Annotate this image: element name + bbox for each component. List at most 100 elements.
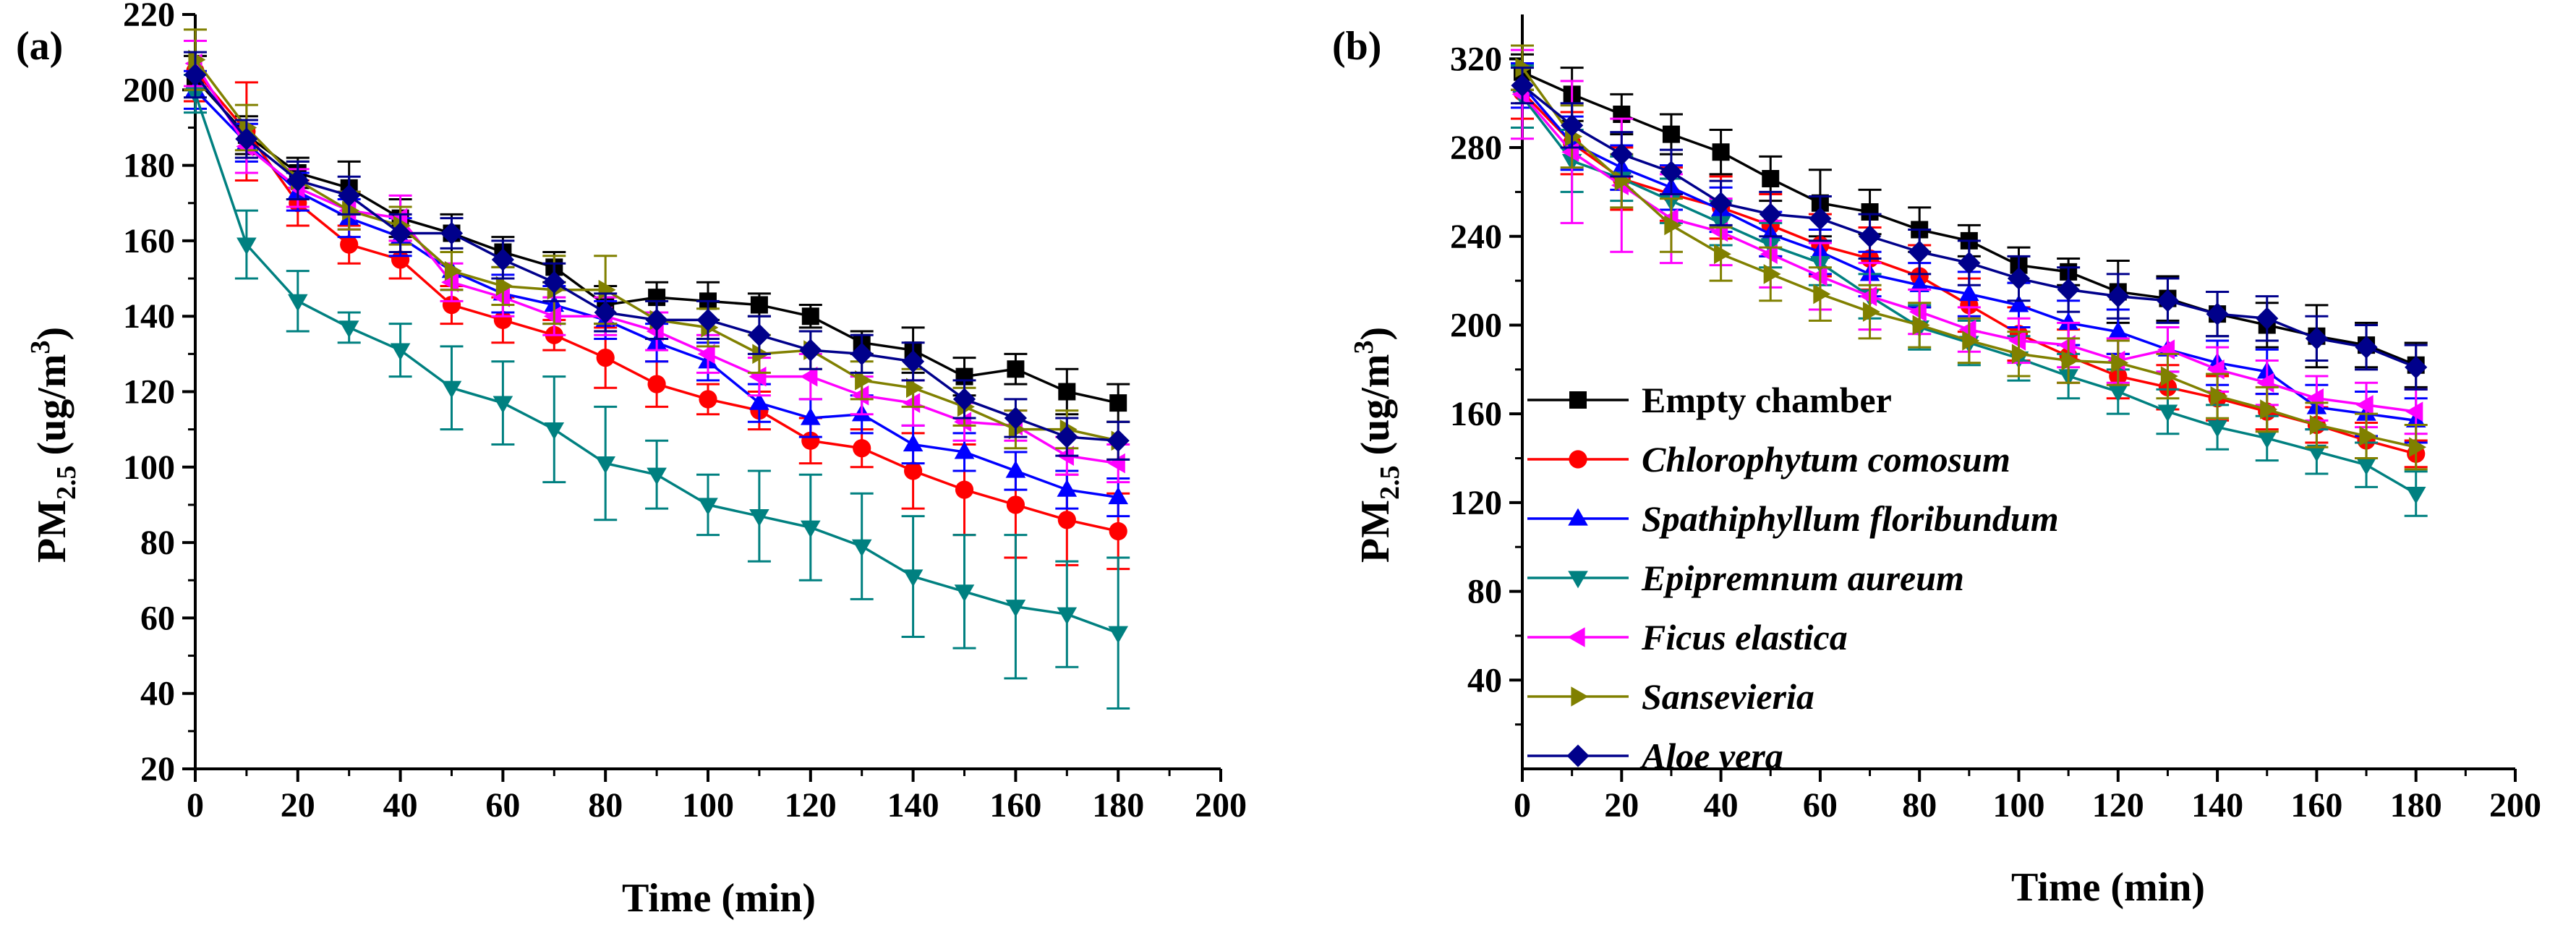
panel-b-legend-label: Epipremnum aureum	[1641, 558, 1964, 598]
panel-b-data-point	[2409, 437, 2427, 457]
panel-a-data-point	[906, 378, 924, 399]
panel-b-x-tick-label: 60	[1803, 786, 1838, 825]
panel-a-data-point	[1006, 495, 1025, 514]
panel-a-data-point	[1005, 460, 1026, 478]
panel-a-x-tick-label: 180	[1092, 786, 1144, 825]
panel-b-data-point	[2111, 352, 2129, 373]
panel-b-label: (b)	[1332, 24, 1381, 69]
panel-a-data-point	[748, 323, 771, 346]
panel-a-x-tick-label: 120	[785, 786, 837, 825]
panel-b-legend-entry: Epipremnum aureum	[1527, 558, 1964, 598]
panel-b-data-point	[2355, 336, 2378, 359]
panel-b-data-point	[1762, 170, 1780, 188]
panel-a-data-point	[853, 439, 871, 458]
panel-b-y-tick-label: 160	[1450, 395, 1502, 433]
panel-b-data-point	[2256, 431, 2277, 449]
panel-b-plot-area: 0 20 40 60 80 100 120 140 160 180 200 40 80 120 160 200…	[1450, 14, 2541, 825]
panel-b-data-point	[1712, 143, 1730, 161]
panel-b-legend-entry: Empty chamber	[1527, 380, 1892, 420]
panel-a-data-point	[902, 350, 925, 373]
panel-a-data-point	[1057, 479, 1078, 497]
panel-a-data-point	[697, 344, 715, 365]
panel-b-data-point	[1858, 225, 1882, 248]
panel-a-data-point	[647, 467, 667, 485]
panel-a-data-point	[1057, 511, 1076, 529]
panel-a-data-point	[952, 388, 976, 411]
panel-a-data-point	[903, 569, 924, 587]
panel-a-data-point	[1007, 360, 1025, 378]
panel-b-data-point	[2405, 356, 2428, 379]
panel-a-data-point	[236, 237, 257, 255]
panel-b-data-point	[1959, 284, 1979, 302]
panel-b-data-point	[2057, 335, 2076, 355]
panel-b-data-point	[2061, 350, 2079, 371]
panel-a-data-point	[338, 184, 361, 207]
panel-b-legend-entry: Spathiphyllum floribundum	[1527, 498, 2059, 539]
panel-a-data-point	[954, 412, 972, 433]
panel-b-data-point	[1714, 244, 1731, 265]
panel-b-data-point	[2107, 284, 2130, 308]
panel-a-data-point	[954, 441, 975, 459]
panel-b-legend: Empty chamber Chlorophytum comosum Spathip…	[1527, 380, 2059, 776]
panel-a-x-tick-label: 140	[887, 786, 939, 825]
panel-b-data-point	[1511, 74, 1534, 97]
panel-b-data-point	[2210, 386, 2228, 406]
panel-a-chart: (a) 0 20 40 60 80 100 120 140 160 180 200 20 40 60 80 1…	[16, 0, 1247, 921]
panel-b-legend-entry: Chlorophytum comosum	[1527, 439, 2010, 480]
panel-b-legend-entry: Ficus elastica	[1527, 617, 1848, 657]
panel-a-data-point	[851, 539, 872, 557]
panel-b-y-tick-label: 120	[1450, 484, 1502, 522]
panel-b-y-tick-label: 80	[1467, 573, 1502, 611]
panel-b-legend-label: Sansevieria	[1642, 676, 1814, 717]
panel-b-series-7	[1511, 67, 2428, 391]
panel-b-legend-label: Spathiphyllum floribundum	[1642, 498, 2059, 539]
panel-a-data-point	[286, 169, 310, 192]
panel-a-data-point	[596, 348, 615, 367]
panel-a-data-point	[188, 49, 206, 70]
panel-a-data-point	[749, 508, 769, 527]
panel-a-ylabel-close: )	[30, 327, 74, 341]
panel-b-legend-label: Empty chamber	[1642, 380, 1892, 420]
panel-a-y-axis-title: PM2.5 (ug/m3)	[25, 327, 82, 563]
panel-b-data-point	[1909, 274, 1929, 292]
panel-b-data-point	[1958, 319, 1976, 340]
panel-b-data-point	[2405, 487, 2426, 505]
panel-a-data-point	[491, 248, 514, 271]
panel-b-legend-entry: Aloe vera	[1527, 736, 1783, 776]
panel-b-legend-marker	[1568, 508, 1588, 526]
panel-b-data-point	[2058, 312, 2078, 331]
panel-a-data-point	[903, 434, 924, 452]
panel-a-data-point	[492, 287, 510, 307]
panel-b-y-tick-label: 320	[1450, 40, 1502, 78]
panel-a-data-point	[440, 221, 464, 245]
panel-a-data-point	[799, 338, 822, 362]
panel-b-y-tick-label: 40	[1467, 661, 1502, 699]
panel-a-series-4	[184, 73, 1130, 710]
panel-b-x-tick-label: 40	[1704, 786, 1739, 825]
panel-a-data-point	[542, 271, 566, 294]
panel-b-legend-marker	[1566, 744, 1590, 767]
panel-a-data-point	[1106, 429, 1130, 452]
panel-b-x-tick-label: 120	[2092, 786, 2144, 825]
panel-a-data-point	[235, 127, 258, 150]
panel-b-data-point	[2008, 294, 2029, 312]
panel-a-data-point	[1004, 406, 1027, 430]
panel-a-ylabel-sup: 3	[25, 341, 56, 354]
panel-a-x-tick-label: 60	[485, 786, 520, 825]
panel-b-x-tick-label: 0	[1514, 786, 1531, 825]
panel-b-data-point	[2206, 302, 2229, 325]
panel-a-y-tick-label: 140	[123, 297, 175, 336]
panel-b-data-point	[2057, 278, 2080, 301]
panel-a-data-point	[594, 301, 617, 324]
panel-b-data-point	[1859, 286, 1877, 307]
panel-a-ylabel-sub: 2.5	[51, 466, 82, 501]
panel-a-data-point	[544, 422, 565, 440]
panel-a-y-tick-label: 120	[123, 373, 175, 412]
panel-b-x-tick-label: 180	[2390, 786, 2442, 825]
panel-a-data-point	[495, 276, 513, 297]
panel-b-ylabel-close: )	[1353, 327, 1398, 341]
panel-b-ylabel-sup: 3	[1349, 341, 1379, 354]
panel-a-y-tick-label: 220	[123, 0, 175, 34]
panel-b-data-point	[1759, 203, 1782, 226]
panel-a-data-point	[955, 480, 974, 499]
